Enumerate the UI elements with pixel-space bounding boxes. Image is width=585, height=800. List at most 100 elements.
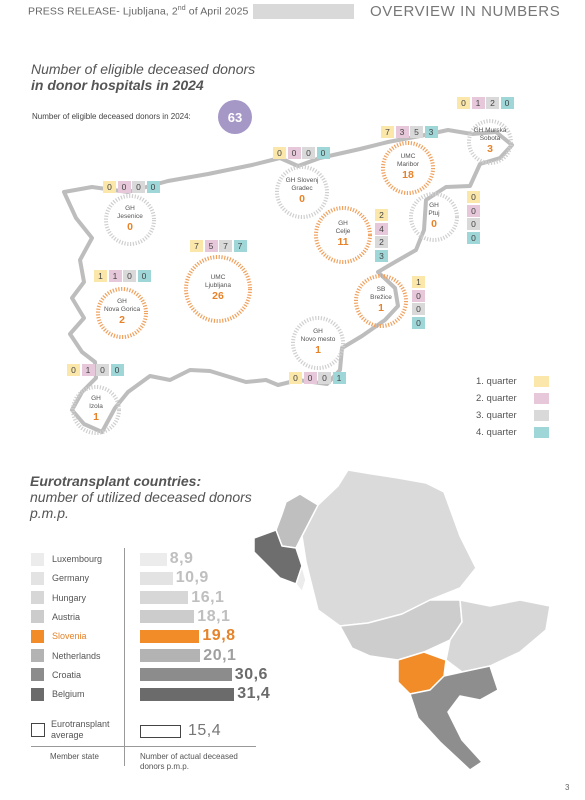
bar-value-austria: 18,1: [197, 607, 231, 625]
hospital-name-murska-sobota: GH Murska Sobota: [473, 127, 507, 142]
quarter-2-value: 0: [412, 289, 425, 302]
bar-value-luxembourg: 8,9: [169, 550, 194, 567]
country-row-hungary: Hungary: [31, 590, 86, 606]
donors-title: Number of eligible deceased donors in do…: [31, 61, 256, 93]
country-row-luxembourg: Luxembourg: [31, 551, 102, 567]
quarter-3-value: 0: [318, 372, 331, 384]
quarter-3-value: 2: [375, 236, 388, 248]
slovenia-outline: [62, 128, 514, 434]
quarter-3-value: 0: [96, 364, 109, 376]
quarter-2-value: 1: [81, 364, 95, 376]
quarter-3-value: 0: [412, 303, 425, 315]
hospital-total-ptuj: 0: [431, 218, 437, 230]
bar-value-slovenia: 19,8: [202, 627, 236, 645]
quarter-2-value: 1: [471, 97, 485, 109]
ring-novo-mesto: [291, 316, 345, 370]
legend-swatch: [534, 427, 549, 438]
ring-ptuj: [409, 192, 459, 242]
quarter-2-value: 1: [108, 270, 122, 282]
quarter-3-value: 0: [467, 218, 480, 230]
hospital-name-izola: GH Izola: [89, 395, 103, 410]
ring-nova-gorica: [96, 287, 148, 339]
ring-jesenice: [104, 194, 156, 246]
quarter-2-value: 4: [375, 222, 388, 235]
bar-belgium: [140, 687, 235, 701]
page-number: 3: [565, 783, 570, 792]
hospital-total-novo-mesto: 1: [315, 344, 321, 356]
quarter-1-value: 7: [190, 240, 203, 252]
country-name: Netherlands: [52, 650, 101, 661]
country-row-croatia: Croatia: [31, 667, 81, 683]
slovenia-map: [62, 119, 514, 435]
quarter-1-value: 1: [94, 270, 107, 282]
country-swatch: [31, 649, 44, 662]
quarter-2-value: 0: [287, 147, 301, 159]
ring-slovenj-gradec: [275, 165, 329, 219]
country-name: Slovenia: [52, 631, 87, 642]
map-croatia: [409, 665, 499, 771]
map-hungary: [445, 599, 551, 673]
eurotransplant-title: Eurotransplant countries: number of util…: [30, 473, 252, 521]
hospital-name-ptuj: GH Ptuj: [428, 202, 440, 217]
legend-swatch: [534, 393, 549, 404]
quarter-4-value: 3: [424, 126, 438, 138]
quarter-4-value: 0: [500, 97, 514, 109]
map-germany: [301, 469, 477, 627]
hospital-total-celje: 11: [337, 236, 349, 248]
hospital-total-brezice: 1: [378, 302, 384, 314]
country-swatch: [31, 668, 44, 682]
bar-hungary: [140, 591, 189, 605]
quarter-1-value: 7: [381, 126, 394, 138]
country-row-austria: Austria: [31, 609, 80, 625]
quarter-1-value: 0: [273, 147, 286, 159]
hospital-name-slovenj-gradec: GH Slovenj Gradec: [285, 177, 319, 192]
map-luxembourg: [295, 565, 307, 593]
ring-izola: [71, 385, 121, 435]
legend-quarter-2: 2. quarter: [476, 393, 549, 404]
quarter-1-value: 2: [375, 209, 388, 221]
bar-value-croatia: 30,6: [234, 665, 268, 683]
country-row-belgium: Belgium: [31, 686, 85, 702]
total-donors-badge: 63: [218, 100, 252, 134]
country-swatch: [31, 629, 44, 643]
bar-austria: [140, 610, 195, 624]
quarter-3-value: 2: [486, 97, 499, 109]
hospital-total-slovenj-gradec: 0: [299, 193, 305, 205]
quarter-2-value: 0: [467, 204, 480, 217]
quarter-3-value: 0: [132, 181, 145, 193]
footer-donors-pmp: Number of actual deceased donors p.m.p.: [140, 752, 238, 771]
quarter-3-value: 7: [219, 240, 232, 252]
quarter-4-value: 0: [110, 364, 124, 376]
bar-luxembourg: [140, 552, 167, 566]
bar-germany: [140, 571, 173, 585]
press-release-line: PRESS RELEASE- Ljubljana, 2nd of April 2…: [28, 5, 249, 18]
quarter-1-value: 0: [457, 97, 470, 109]
quarter-1-value: 1: [412, 276, 425, 288]
bar-slovenia: [140, 629, 200, 643]
bar-value-belgium: 31,4: [237, 685, 271, 703]
country-swatch: [31, 591, 44, 605]
hospital-name-ljubljana: UMC Ljubljana: [204, 274, 232, 289]
hospital-name-brezice: SB Brežice: [370, 286, 392, 301]
country-name: Luxembourg: [52, 554, 103, 564]
section-title: OVERVIEW IN NUMBERS: [370, 3, 561, 20]
legend-swatch: [534, 376, 549, 387]
bar-netherlands: [140, 649, 201, 662]
quarter-4-value: 0: [137, 270, 151, 282]
average-label: Eurotransplant average: [51, 719, 110, 740]
hospital-total-maribor: 18: [402, 169, 414, 181]
quarter-4-value: 7: [233, 240, 247, 252]
hospital-name-novo-mesto: GH Novo mesto: [300, 328, 336, 343]
bar-value-netherlands: 20,1: [203, 646, 237, 664]
quarter-2-value: 0: [117, 181, 131, 193]
quarter-1-value: 0: [67, 364, 80, 376]
quarter-3-value: 0: [302, 147, 315, 159]
country-name: Croatia: [52, 669, 82, 680]
quarter-3-value: 0: [123, 270, 136, 282]
